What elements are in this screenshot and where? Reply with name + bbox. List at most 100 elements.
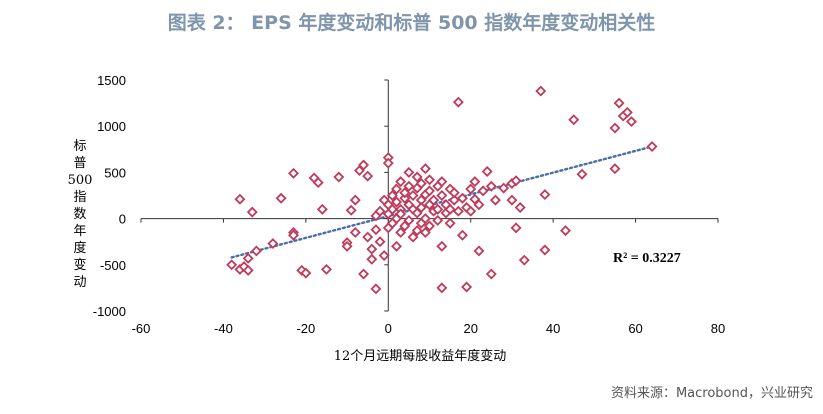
scatter-point xyxy=(391,240,403,252)
scatter-point xyxy=(403,166,415,178)
scatter-point xyxy=(386,203,398,215)
scatter-point xyxy=(576,168,588,180)
scatter-point xyxy=(510,222,522,234)
y-tick-label: -500 xyxy=(100,258,126,273)
scatter-point xyxy=(424,174,435,186)
source-note: 资料来源：Macrobond，兴业研究 xyxy=(610,386,813,401)
y-tick-label: 1500 xyxy=(97,73,126,88)
y-tick-label: 0 xyxy=(119,212,126,227)
x-tick-label: -20 xyxy=(296,321,315,336)
scatter-point xyxy=(514,202,526,213)
scatter-point xyxy=(419,213,431,225)
scatter-point xyxy=(411,171,423,183)
scatter-point xyxy=(452,205,464,217)
r-squared-annotation: R² = 0.3227 xyxy=(613,251,681,266)
scatter-point xyxy=(473,199,485,211)
scatter-point xyxy=(374,236,386,248)
x-tick-label: -60 xyxy=(132,321,151,336)
scatter-point xyxy=(498,182,510,194)
scatter-point xyxy=(391,196,403,208)
scatter-point xyxy=(539,189,551,201)
y-axis-label-glyph: 变 xyxy=(73,257,86,273)
scatter-point xyxy=(395,208,407,220)
scatter-point xyxy=(374,205,386,217)
scatter-point xyxy=(419,163,431,175)
y-axis-label-glyph: 标 xyxy=(73,139,86,154)
y-tick-label: -1000 xyxy=(93,304,126,319)
scatter-point xyxy=(403,214,415,226)
scatter-point xyxy=(242,252,254,264)
y-axis-label-glyph: 度 xyxy=(73,240,86,256)
scatter-point xyxy=(366,253,378,265)
scatter-point xyxy=(312,177,324,189)
scatter-point xyxy=(395,176,407,188)
scatter-point xyxy=(625,116,637,128)
scatter-point xyxy=(469,176,481,188)
scatter-point xyxy=(349,194,361,206)
scatter-point xyxy=(378,250,390,262)
scatter-point xyxy=(288,167,299,179)
scatter-point xyxy=(428,194,440,206)
x-tick-labels: -60 -40 -20 0 20 40 60 80 xyxy=(132,321,726,336)
scatter-point xyxy=(345,204,357,216)
scatter-point xyxy=(358,159,370,171)
scatter-point xyxy=(481,166,493,177)
scatter-point xyxy=(424,185,435,197)
scatter-point xyxy=(444,217,456,229)
scatter-point xyxy=(246,206,258,218)
scatter-point xyxy=(506,194,518,206)
scatter-point xyxy=(370,224,382,236)
scatter-point xyxy=(391,183,403,195)
y-tick-label: 1000 xyxy=(97,119,126,134)
y-axis-label-glyph: 动 xyxy=(73,275,86,290)
scatter-point xyxy=(518,254,530,266)
scatter-point xyxy=(403,180,415,192)
scatter-point xyxy=(560,225,571,237)
x-axis-label: 12个月远期每股收益年度变动 xyxy=(334,348,507,364)
scatter-point xyxy=(366,243,378,255)
scatter-point xyxy=(333,171,345,183)
scatter-point xyxy=(465,183,477,195)
scatter-point xyxy=(456,192,468,204)
scatter-point xyxy=(226,259,238,271)
points-layer xyxy=(226,85,658,295)
scatter-point xyxy=(510,175,522,187)
scatter-point xyxy=(242,264,254,276)
scatter-point xyxy=(349,226,361,238)
scatter-point xyxy=(432,214,444,226)
chart-title: 图表 2： EPS 年度变动和标普 500 指数年度变动相关性 xyxy=(167,12,656,34)
scatter-point xyxy=(288,229,299,241)
x-tick-label: 60 xyxy=(628,321,642,336)
scatter-point xyxy=(419,226,431,238)
x-tick-label: 40 xyxy=(546,321,560,336)
scatter-point xyxy=(267,238,279,250)
scatter-point xyxy=(399,187,411,199)
scatter-point xyxy=(362,170,374,182)
scatter-point xyxy=(436,176,448,188)
scatter-point xyxy=(452,96,464,108)
scatter-point xyxy=(489,194,501,206)
scatter-point xyxy=(275,192,287,204)
scatter-point xyxy=(646,141,658,153)
scatter-point xyxy=(448,194,460,206)
y-axis-label: 标普 500 指数年度变动 xyxy=(68,139,93,290)
scatter-point xyxy=(370,283,382,295)
y-axis-label-glyph: 500 xyxy=(68,173,93,188)
scatter-point xyxy=(485,180,497,192)
y-axis-label-glyph: 年 xyxy=(73,224,86,239)
scatter-point xyxy=(448,187,460,199)
scatter-point xyxy=(399,192,411,204)
scatter-point xyxy=(613,97,625,109)
scatter-point xyxy=(320,263,332,275)
scatter-point xyxy=(436,190,448,201)
scatter-point xyxy=(424,220,435,232)
y-tick-label: 500 xyxy=(104,165,126,180)
scatter-point xyxy=(358,268,370,280)
trendline-layer xyxy=(230,145,654,259)
scatter-point xyxy=(415,202,427,213)
scatter-point xyxy=(432,203,444,215)
x-tick-label: 80 xyxy=(711,321,725,336)
scatter-point xyxy=(316,203,328,215)
y-tick-labels: 1500 1000 500 0 -500 -1000 xyxy=(93,73,126,319)
x-tick-label: 20 xyxy=(463,321,477,336)
